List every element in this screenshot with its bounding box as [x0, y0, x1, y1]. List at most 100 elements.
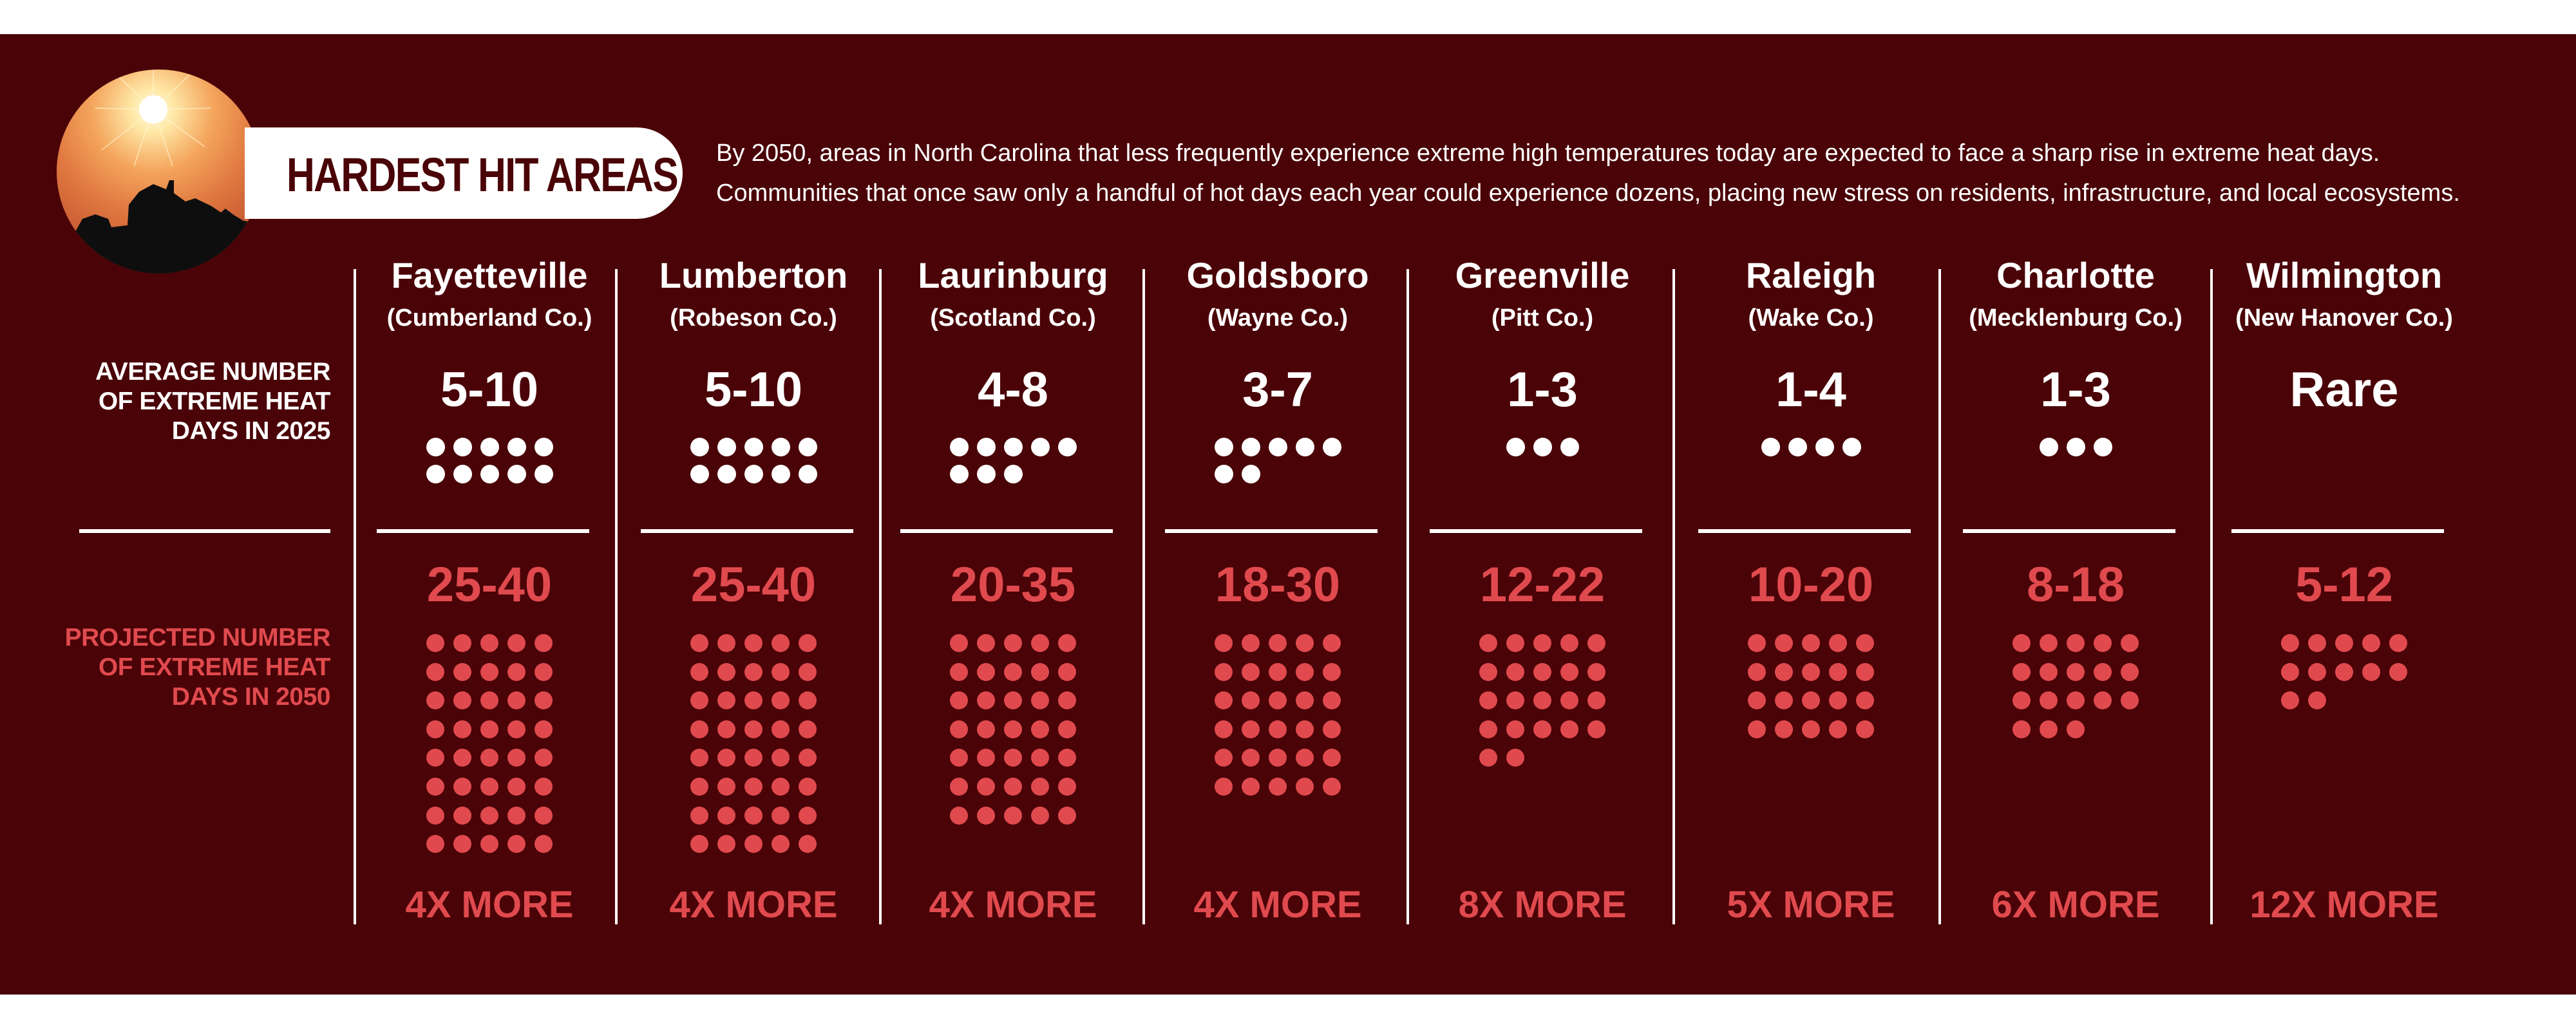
projected-day-dot [717, 634, 735, 652]
projected-day-dot [1296, 634, 1314, 652]
projected-day-dot [2362, 662, 2380, 681]
projected-day-dot [1506, 634, 1524, 652]
projected-day-dot [507, 749, 526, 767]
projected-day-dot [426, 691, 444, 710]
projected-day-dot [2094, 691, 2112, 710]
projected-day-dot [453, 691, 471, 710]
projected-day-dot [772, 662, 790, 681]
city-column: Greenville (Pitt Co.) 1-3 12-22 8X MORE [1420, 0, 1665, 1010]
current-day-dot [453, 465, 472, 483]
projected-day-dot [453, 720, 471, 738]
projected-label-line-1: PROJECTED NUMBER [64, 624, 331, 651]
current-label-line-2: OF EXTREME HEAT [98, 388, 331, 415]
projected-day-dot [690, 662, 708, 681]
projected-day-dot [1058, 778, 1076, 796]
projected-day-dot [1587, 634, 1605, 652]
city-name: Lumberton [659, 255, 848, 295]
projected-day-dot [1004, 749, 1022, 767]
projected-day-dot [1829, 634, 1847, 652]
projected-day-dot [2012, 691, 2031, 710]
current-day-dot [1214, 465, 1233, 483]
projected-day-dot [950, 634, 968, 652]
projected-day-dot [2281, 662, 2299, 681]
city-name: Laurinburg [918, 255, 1108, 295]
column-divider-line [900, 529, 1113, 533]
current-day-dot [507, 438, 526, 456]
current-day-dot [1506, 438, 1525, 456]
current-label-line-1: AVERAGE NUMBER [95, 358, 330, 386]
projected-day-dot [1004, 806, 1022, 825]
projected-day-dot [1004, 691, 1022, 710]
projected-day-dot [1587, 662, 1605, 681]
increase-label: 5X MORE [1727, 884, 1895, 926]
county-name: (Wake Co.) [1748, 304, 1874, 332]
projected-day-dot [799, 662, 817, 681]
current-day-dot [1761, 438, 1780, 456]
projected-day-dot [480, 691, 498, 710]
city-column: Laurinburg (Scotland Co.) 4-8 20-35 4X MORE [891, 0, 1135, 1010]
current-day-dot [744, 438, 763, 456]
projected-day-dot [535, 778, 553, 796]
projected-day-dot [1479, 720, 1497, 738]
projected-day-dot [950, 662, 968, 681]
city-name: Raleigh [1745, 255, 1877, 295]
projected-day-dot [426, 662, 444, 681]
projected-day-dot [2040, 662, 2058, 681]
column-divider [879, 269, 882, 924]
projected-day-dot [1856, 691, 1874, 710]
projected-day-dot [1296, 662, 1314, 681]
projected-day-dot [1242, 720, 1260, 738]
projected-day-dot [2389, 662, 2407, 681]
projected-day-dot [2281, 634, 2299, 652]
county-name: (Pitt Co.) [1491, 304, 1594, 332]
projected-day-dot [690, 720, 708, 738]
label-divider-line [79, 529, 330, 533]
current-day-dot [1003, 465, 1023, 483]
city-column: Charlotte (Mecklenburg Co.) 1-3 8-18 6X MORE [1953, 0, 2198, 1010]
projected-day-dot [1748, 720, 1766, 738]
city-name: Wilmington [2246, 255, 2443, 295]
projected-days-range: 18-30 [1215, 557, 1341, 612]
projected-day-dot [480, 749, 498, 767]
column-divider [1406, 269, 1409, 924]
current-day-dot [2093, 438, 2112, 456]
projected-day-dot [1802, 662, 1820, 681]
current-day-dot [1295, 438, 1314, 456]
county-name: (Wayne Co.) [1207, 304, 1349, 332]
current-day-dot [1322, 438, 1341, 456]
projected-day-dot [950, 778, 968, 796]
projected-day-dot [1748, 634, 1766, 652]
projected-day-dot [717, 835, 735, 854]
column-divider-line [1698, 529, 1911, 533]
increase-label: 4X MORE [405, 884, 574, 926]
projected-day-dot [744, 662, 762, 681]
projected-day-dot [950, 806, 968, 825]
projected-day-dot [2012, 662, 2031, 681]
projected-day-dot [2012, 634, 2031, 652]
projected-day-dot [799, 691, 817, 710]
projected-day-dot [1242, 778, 1260, 796]
current-day-dot [534, 438, 553, 456]
projected-day-dot [507, 835, 526, 854]
projected-day-dot [772, 749, 790, 767]
projected-day-dot [690, 749, 708, 767]
projected-day-dot [950, 691, 968, 710]
projected-day-dot [507, 662, 526, 681]
county-name: (Scotland Co.) [930, 304, 1096, 332]
city-column: Raleigh (Wake Co.) 1-4 10-20 5X MORE [1689, 0, 1933, 1010]
projected-day-dot [772, 778, 790, 796]
increase-label: 4X MORE [1193, 884, 1362, 926]
projected-day-dot [1058, 662, 1076, 681]
projected-day-dot [1506, 662, 1524, 681]
projected-day-dot [453, 778, 471, 796]
page-title: HARDEST HIT AREAS [287, 148, 679, 201]
projected-day-dot [1479, 634, 1497, 652]
projected-day-dot [1031, 749, 1049, 767]
projected-day-dot [1587, 720, 1605, 738]
projected-day-dot [480, 778, 498, 796]
projected-day-dot [1748, 691, 1766, 710]
projected-day-dot [453, 749, 471, 767]
projected-day-dot [507, 778, 526, 796]
projected-day-dot [744, 835, 762, 854]
county-name: (Cumberland Co.) [386, 304, 592, 332]
